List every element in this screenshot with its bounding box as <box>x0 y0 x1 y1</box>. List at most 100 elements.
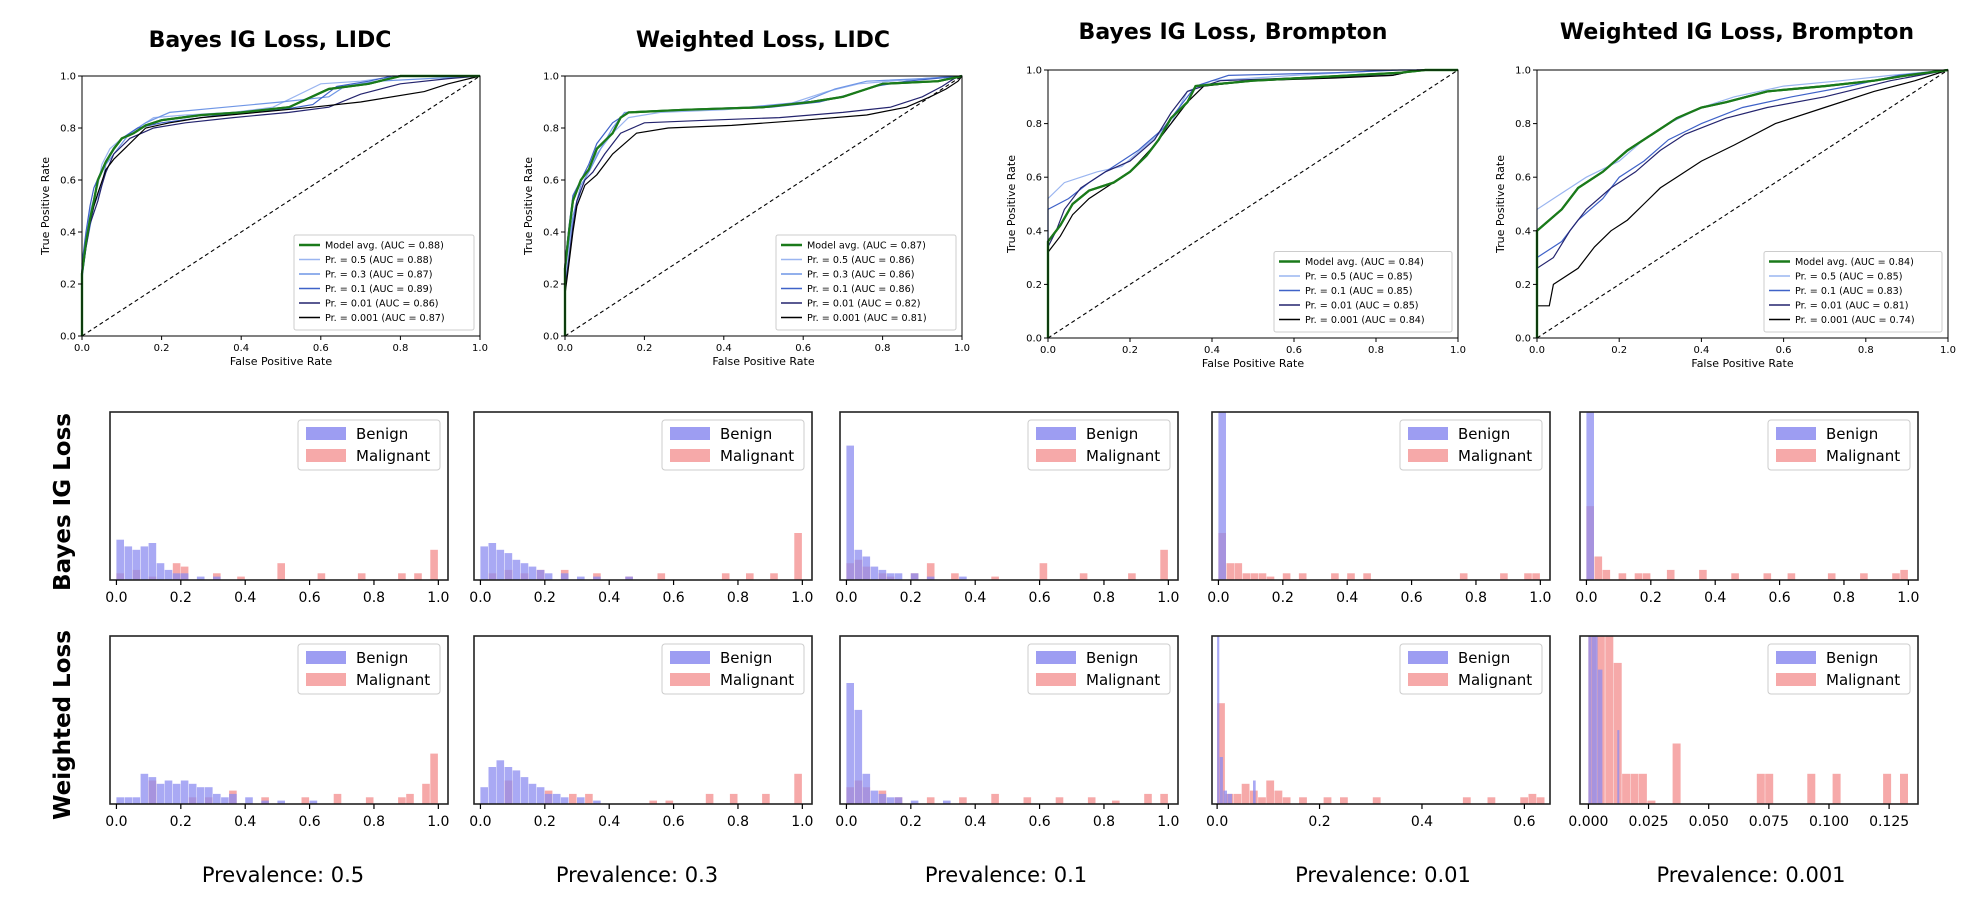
legend-label-pr-0-001-auc-0-84: Pr. = 0.001 (AUC = 0.84) <box>1305 315 1425 326</box>
roc-curve-pr-0-001-auc-0-81 <box>564 75 963 336</box>
roc-curve-model-avg-overlay <box>80 74 480 336</box>
histogram-bayes-ig-loss-prevalence-0-01: 0.0 0.2 0.4 0.6 0.8 1.0 Benign Malignant <box>1207 411 1551 606</box>
bar-malignant <box>1087 797 1096 804</box>
roc-curve-model-avg-overlay <box>1535 68 1949 338</box>
bar-malignant <box>1500 573 1508 580</box>
bar-malignant <box>1807 773 1816 804</box>
bar-malignant <box>1787 573 1796 580</box>
bar-malignant <box>1323 797 1332 804</box>
bar-benign <box>488 543 497 580</box>
x-tick-label: 0.8 <box>392 343 408 354</box>
y-tick-label: 0.8 <box>1026 119 1042 130</box>
x-tick-label: 0.2 <box>170 814 192 830</box>
legend: Benign Malignant <box>1399 643 1543 695</box>
histogram-weighted-loss-prevalence-0-1: 0.0 0.2 0.4 0.6 0.8 1.0 Benign Malignant <box>835 635 1179 830</box>
bar-malignant <box>729 793 738 804</box>
bar-malignant <box>762 793 770 804</box>
legend-label-malignant: Malignant <box>1826 447 1900 465</box>
bar-malignant <box>926 797 935 804</box>
x-tick-label: 1.0 <box>1940 345 1956 356</box>
bar-benign <box>180 573 189 580</box>
bar-benign <box>156 563 165 580</box>
y-tick-label: 1.0 <box>60 72 76 83</box>
legend-swatch-benign <box>670 651 710 664</box>
x-tick-label: 0.075 <box>1749 814 1789 830</box>
x-tick-label: 0.0 <box>1040 345 1056 356</box>
bar-benign <box>148 543 157 580</box>
plot-frame <box>473 411 813 581</box>
histogram-bars <box>480 533 802 580</box>
bar-benign <box>878 569 887 580</box>
chance-diagonal-line <box>1536 69 1949 339</box>
bar-malignant <box>1258 797 1266 804</box>
bar-benign <box>862 556 871 580</box>
x-tick-label: 1.0 <box>427 590 449 606</box>
bar-malignant <box>430 753 438 804</box>
legend-label-benign: Benign <box>356 425 408 443</box>
histogram-bars <box>116 753 438 804</box>
roc-curve-pr-0-001-auc-0-74 <box>1536 69 1949 338</box>
histogram-bars <box>846 683 1168 804</box>
y-axis-label: True Positive Rate <box>1494 155 1507 254</box>
histogram-bars <box>846 445 1168 580</box>
prevalence-label-0-001: Prevalence: 0.001 <box>1656 863 1845 887</box>
bar-malignant <box>1666 569 1675 580</box>
legend: Benign Malignant <box>1767 643 1911 695</box>
legend-swatch-benign <box>1408 427 1448 440</box>
legend-label-pr-0-1-auc-0-86: Pr. = 0.1 (AUC = 0.86) <box>807 284 914 295</box>
x-tick-label: 0.4 <box>964 590 986 606</box>
x-tick-label: 1.0 <box>1157 814 1179 830</box>
bar-benign <box>894 573 903 580</box>
histogram-weighted-loss-prevalence-0-5: 0.0 0.2 0.4 0.6 0.8 1.0 Benign Malignant <box>105 635 449 830</box>
bar-malignant <box>1605 636 1614 804</box>
bar-benign <box>886 797 895 804</box>
roc-title: Weighted Loss, LIDC <box>636 28 890 53</box>
bar-benign <box>1617 730 1620 804</box>
bar-malignant <box>1459 573 1468 580</box>
legend: Model avg. (AUC = 0.84) Pr. = 0.5 (AUC = … <box>1273 251 1453 333</box>
x-tick-label: 1.0 <box>1529 590 1551 606</box>
bar-malignant <box>1699 569 1707 580</box>
bar-benign <box>544 573 553 580</box>
histogram-bayes-ig-loss-prevalence-0-5: 0.0 0.2 0.4 0.6 0.8 1.0 Benign Malignant <box>105 411 449 606</box>
x-tick-label: 0.6 <box>1776 345 1792 356</box>
legend-label-benign: Benign <box>1086 425 1138 443</box>
roc-title: Bayes IG Loss, LIDC <box>149 28 392 53</box>
bar-malignant <box>1226 563 1235 580</box>
legend-swatch-benign <box>306 651 346 664</box>
bar-malignant <box>705 793 714 804</box>
x-tick-label: 1.0 <box>472 343 488 354</box>
x-tick-label: 0.050 <box>1689 814 1729 830</box>
x-tick-label: 0.6 <box>298 590 320 606</box>
bar-malignant <box>721 573 730 580</box>
legend-label-benign: Benign <box>1826 425 1878 443</box>
histogram-bars <box>1218 412 1540 580</box>
bar-malignant <box>1532 573 1540 580</box>
bar-benign <box>188 783 197 804</box>
x-tick-label: 0.6 <box>1028 814 1050 830</box>
x-tick-label: 0.2 <box>170 590 192 606</box>
bar-benign <box>894 797 903 804</box>
x-tick-label: 0.4 <box>1693 345 1709 356</box>
bar-benign <box>544 793 553 804</box>
plot-frame <box>109 635 449 805</box>
bar-malignant <box>1347 573 1355 580</box>
bar-benign <box>1219 757 1223 804</box>
x-axis-label: False Positive Rate <box>712 355 814 368</box>
x-tick-label: 0.8 <box>727 590 749 606</box>
bar-benign <box>504 553 513 580</box>
legend: Model avg. (AUC = 0.84) Pr. = 0.5 (AUC = … <box>1763 251 1943 333</box>
histogram-weighted-loss-prevalence-0-3: 0.0 0.2 0.4 0.6 0.8 1.0 Benign Malignant <box>469 635 813 830</box>
bar-malignant <box>414 573 422 580</box>
x-tick-label: 0.6 <box>1513 814 1535 830</box>
bar-malignant <box>1242 573 1251 580</box>
x-tick-label: 1.0 <box>954 343 970 354</box>
y-tick-label: 0.2 <box>1026 280 1042 291</box>
x-tick-label: 0.4 <box>1336 590 1358 606</box>
roc-chart-bayes-ig-loss-brompton: Bayes IG Loss, Brompton 0.0 0.2 0.4 0.6 0.8 1.… <box>1005 20 1466 370</box>
x-axis-label: False Positive Rate <box>1691 357 1793 370</box>
x-tick-label: 0.6 <box>1768 590 1790 606</box>
bar-malignant <box>1827 573 1836 580</box>
bar-benign <box>221 797 229 804</box>
